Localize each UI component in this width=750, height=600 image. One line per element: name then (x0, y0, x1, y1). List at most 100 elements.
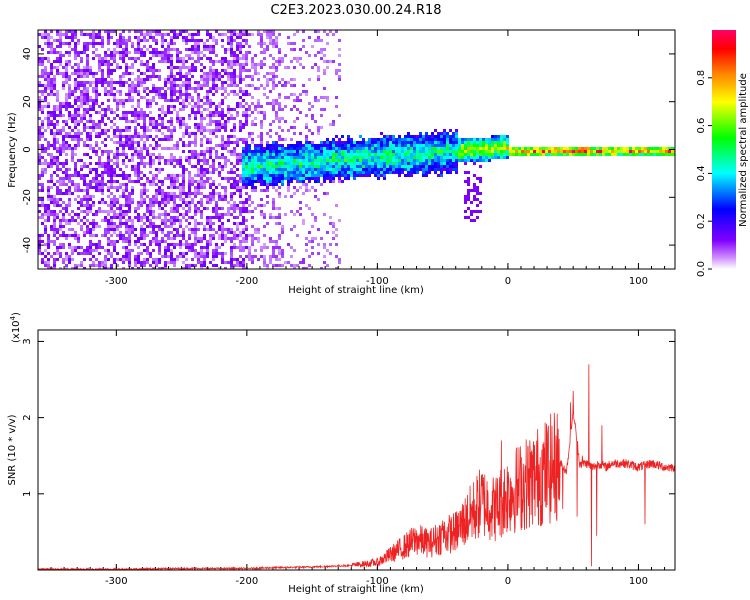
heatmap-cell (143, 249, 146, 252)
heatmap-cell (179, 33, 182, 36)
heatmap-cell (161, 60, 164, 63)
heatmap-cell (230, 240, 233, 243)
heatmap-cell (215, 210, 218, 213)
heatmap-cell (56, 51, 59, 54)
heatmap-cell (128, 249, 131, 252)
heatmap-cell (266, 183, 269, 186)
heatmap-cell (167, 111, 170, 114)
heatmap-cell (47, 93, 50, 96)
heatmap-cell (92, 51, 95, 54)
heatmap-cell (53, 51, 56, 54)
heatmap-cell (119, 75, 122, 78)
heatmap-cell (74, 63, 77, 66)
heatmap-cell (338, 219, 341, 222)
heatmap-cell (269, 159, 272, 162)
heatmap-cell (434, 129, 437, 132)
heatmap-cell (119, 57, 122, 60)
heatmap-cell (332, 165, 335, 168)
heatmap-cell (272, 150, 275, 153)
heatmap-cell (506, 138, 509, 141)
heatmap-cell (551, 153, 554, 156)
heatmap-cell (158, 159, 161, 162)
heatmap-cell (173, 216, 176, 219)
heatmap-cell (95, 258, 98, 261)
heatmap-cell (530, 150, 533, 153)
heatmap-cell (59, 36, 62, 39)
heatmap-cell (155, 54, 158, 57)
heatmap-cell (119, 33, 122, 36)
heatmap-cell (62, 243, 65, 246)
heatmap-cell (56, 99, 59, 102)
heatmap-cell (251, 177, 254, 180)
heatmap-cell (140, 117, 143, 120)
heatmap-cell (62, 102, 65, 105)
heatmap-cell (125, 66, 128, 69)
heatmap-cell (230, 42, 233, 45)
heatmap-cell (47, 213, 50, 216)
heatmap-cell (269, 177, 272, 180)
heatmap-cell (230, 195, 233, 198)
heatmap-cell (212, 78, 215, 81)
heatmap-cell (140, 138, 143, 141)
heatmap-cell (245, 144, 248, 147)
heatmap-cell (206, 162, 209, 165)
heatmap-cell (269, 162, 272, 165)
heatmap-cell (428, 141, 431, 144)
heatmap-cell (275, 174, 278, 177)
heatmap-cell (215, 111, 218, 114)
heatmap-cell (116, 81, 119, 84)
heatmap-cell (473, 219, 476, 222)
heatmap-cell (149, 264, 152, 267)
heatmap-cell (233, 141, 236, 144)
heatmap-cell (197, 159, 200, 162)
heatmap-cell (47, 60, 50, 63)
heatmap-cell (233, 153, 236, 156)
heatmap-cell (89, 42, 92, 45)
heatmap-cell (527, 153, 530, 156)
heatmap-cell (326, 96, 329, 99)
heatmap-cell (80, 57, 83, 60)
heatmap-cell (335, 243, 338, 246)
heatmap-cell (314, 96, 317, 99)
heatmap-cell (92, 225, 95, 228)
heatmap-cell (209, 243, 212, 246)
heatmap-cell (530, 153, 533, 156)
heatmap-cell (68, 186, 71, 189)
heatmap-cell (47, 87, 50, 90)
heatmap-cell (137, 261, 140, 264)
heatmap-cell (182, 144, 185, 147)
heatmap-cell (170, 48, 173, 51)
heatmap-cell (230, 267, 233, 269)
heatmap-cell (155, 120, 158, 123)
heatmap-cell (386, 147, 389, 150)
heatmap-cell (317, 132, 320, 135)
heatmap-cell (251, 168, 254, 171)
heatmap-cell (170, 96, 173, 99)
heatmap-cell (113, 162, 116, 165)
heatmap-cell (197, 30, 200, 33)
heatmap-cell (287, 81, 290, 84)
heatmap-cell (170, 258, 173, 261)
heatmap-cell (110, 267, 113, 269)
heatmap-cell (80, 138, 83, 141)
heatmap-cell (254, 156, 257, 159)
heatmap-cell (116, 252, 119, 255)
heatmap-cell (347, 135, 350, 138)
heatmap-cell (143, 111, 146, 114)
heatmap-cell (116, 258, 119, 261)
heatmap-cell (77, 216, 80, 219)
heatmap-cell (263, 93, 266, 96)
heatmap-cell (371, 162, 374, 165)
heatmap-cell (137, 123, 140, 126)
heatmap-cell (149, 144, 152, 147)
heatmap-cell (50, 69, 53, 72)
heatmap-cell (584, 153, 587, 156)
heatmap-cell (215, 252, 218, 255)
heatmap-cell (53, 144, 56, 147)
heatmap-cell (47, 78, 50, 81)
heatmap-cell (101, 81, 104, 84)
heatmap-cell (257, 42, 260, 45)
heatmap-cell (176, 219, 179, 222)
heatmap-cell (152, 84, 155, 87)
heatmap-cell (110, 264, 113, 267)
